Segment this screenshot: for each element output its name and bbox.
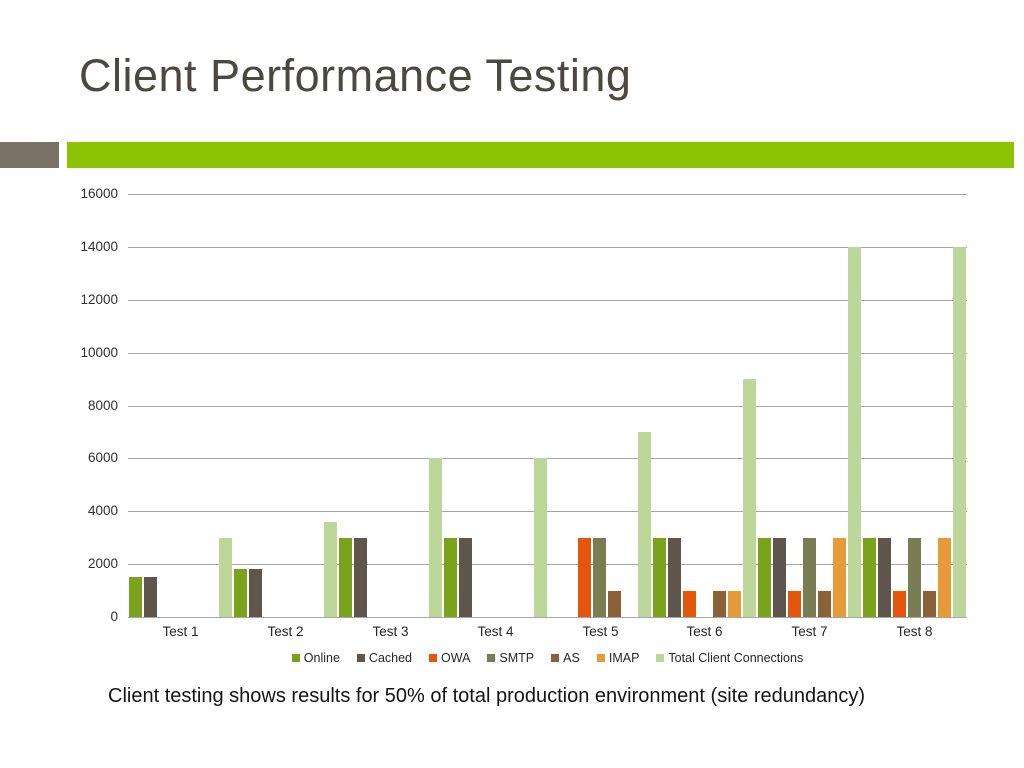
plot-area [128, 194, 967, 618]
legend-item-total-client-connections: Total Client Connections [656, 651, 803, 665]
gridline-8000 [128, 406, 967, 407]
divider-accent-bar [67, 142, 1014, 168]
slide-caption: Client testing shows results for 50% of … [108, 685, 866, 707]
legend-swatch-online [291, 654, 300, 662]
legend-label-smtp: SMTP [499, 651, 535, 665]
gridline-2000 [128, 564, 967, 565]
legend-item-smtp: SMTP [487, 651, 534, 665]
bar-as-test-8 [923, 591, 936, 617]
gridline-4000 [128, 511, 967, 512]
bar-cached-test-6 [668, 538, 681, 617]
gridline-6000 [128, 458, 967, 459]
y-tick-label-6000: 6000 [87, 450, 118, 465]
legend-swatch-cached [356, 654, 365, 662]
legend-item-owa: OWA [429, 651, 470, 665]
gridline-10000 [128, 353, 967, 354]
gridline-16000 [128, 194, 967, 195]
divider-accent-block [0, 142, 59, 168]
bar-as-test-7 [818, 591, 831, 617]
y-tick-label-0: 0 [110, 609, 118, 624]
bar-cached-test-4 [459, 538, 472, 617]
x-tick-label-test-4: Test 4 [477, 624, 514, 639]
bar-as-test-6 [713, 591, 726, 617]
x-tick-label-test-5: Test 5 [582, 624, 619, 639]
y-tick-label-12000: 12000 [80, 292, 118, 307]
x-tick-label-test-6: Test 6 [686, 624, 723, 639]
bar-as-test-5 [608, 591, 621, 617]
bar-online-test-6 [653, 538, 666, 617]
legend-label-owa: OWA [441, 651, 471, 665]
gridline-14000 [128, 247, 967, 248]
bar-online-test-3 [339, 538, 352, 617]
bar-online-test-8 [863, 538, 876, 617]
legend-item-imap: IMAP [596, 651, 640, 665]
x-tick-label-test-1: Test 1 [162, 624, 199, 639]
slide-title: Client Performance Testing [79, 50, 632, 101]
bar-total-client-connections-test-4 [534, 458, 547, 617]
legend-item-online: Online [291, 651, 340, 665]
bar-imap-test-8 [938, 538, 951, 617]
x-tick-label-test-8: Test 8 [896, 624, 933, 639]
y-tick-label-14000: 14000 [80, 239, 118, 254]
y-tick-label-10000: 10000 [80, 345, 118, 360]
bar-total-client-connections-test-8 [953, 247, 966, 617]
bar-owa-test-6 [683, 591, 696, 617]
bar-total-client-connections-test-6 [743, 379, 756, 617]
bar-owa-test-5 [578, 538, 591, 617]
bar-online-test-7 [758, 538, 771, 617]
bar-cached-test-7 [773, 538, 786, 617]
gridline-12000 [128, 300, 967, 301]
legend-label-online: Online [303, 651, 340, 665]
bar-imap-test-6 [728, 591, 741, 617]
legend-label-total-client-connections: Total Client Connections [668, 651, 804, 665]
bar-online-test-4 [444, 538, 457, 617]
y-tick-label-4000: 4000 [87, 503, 118, 518]
bar-cached-test-1 [144, 577, 157, 617]
bar-total-client-connections-test-3 [429, 458, 442, 617]
x-tick-label-test-2: Test 2 [267, 624, 304, 639]
bar-smtp-test-8 [908, 538, 921, 617]
legend-label-cached: Cached [368, 651, 413, 665]
bar-smtp-test-5 [593, 538, 606, 617]
bar-imap-test-7 [833, 538, 846, 617]
bar-cached-test-3 [354, 538, 367, 617]
y-tick-label-8000: 8000 [87, 398, 118, 413]
bar-owa-test-7 [788, 591, 801, 617]
bar-total-client-connections-test-2 [324, 522, 337, 617]
legend-item-as: AS [551, 651, 580, 665]
chart-legend: Online Cached OWA SMTP AS IMAP Total Client Co… [128, 651, 967, 665]
x-tick-label-test-3: Test 3 [372, 624, 409, 639]
bar-online-test-2 [234, 569, 247, 617]
bar-owa-test-8 [893, 591, 906, 617]
bar-total-client-connections-test-1 [219, 538, 232, 617]
legend-item-cached: Cached [356, 651, 413, 665]
bar-online-test-1 [129, 577, 142, 617]
x-tick-label-test-7: Test 7 [791, 624, 828, 639]
bar-cached-test-8 [878, 538, 891, 617]
legend-swatch-imap [596, 654, 605, 662]
legend-swatch-total-client-connections [656, 654, 665, 662]
legend-swatch-owa [429, 654, 438, 662]
legend-swatch-as [551, 654, 560, 662]
bar-total-client-connections-test-7 [848, 247, 861, 617]
legend-swatch-smtp [487, 654, 496, 662]
bar-cached-test-2 [249, 569, 262, 617]
legend-label-as: AS [563, 651, 580, 665]
y-tick-label-2000: 2000 [87, 556, 118, 571]
bar-smtp-test-7 [803, 538, 816, 617]
legend-label-imap: IMAP [608, 651, 640, 665]
bar-total-client-connections-test-5 [638, 432, 651, 617]
y-tick-label-16000: 16000 [80, 186, 118, 201]
gridline-0 [128, 617, 967, 618]
